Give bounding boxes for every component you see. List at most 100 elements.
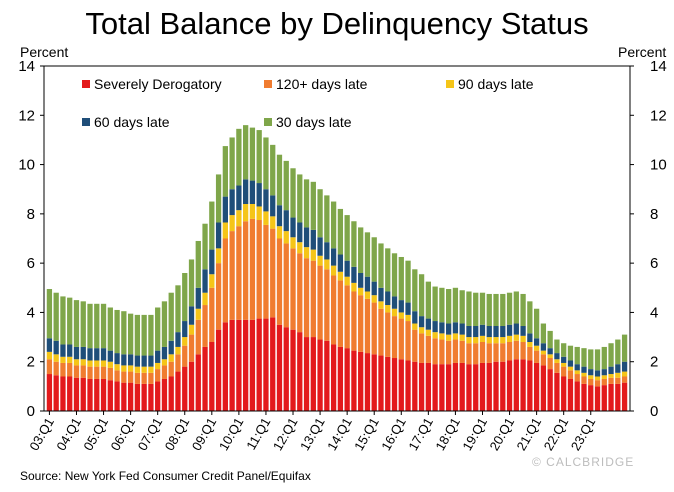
watermark: © CALCBRIDGE [532,455,634,469]
bar-120-days-late-44 [344,285,350,349]
bar-30-days-late-6 [87,303,93,349]
bar-severely-derogatory-66 [493,361,499,411]
bar-severely-derogatory-76 [561,376,567,411]
bar-severely-derogatory-37 [297,332,303,411]
bar-120-days-late-61 [459,340,465,363]
bar-120-days-late-3 [67,362,73,377]
bar-90-days-late-85 [621,371,628,377]
bar-30-days-late-27 [229,137,235,190]
bar-30-days-late-81 [594,349,601,371]
bar-30-days-late-11 [121,311,127,355]
bar-severely-derogatory-54 [412,361,418,411]
bar-120-days-late-56 [425,335,431,363]
bar-severely-derogatory-53 [405,360,411,411]
bar-120-days-late-48 [371,302,377,355]
bar-30-days-late-69 [513,291,519,324]
bar-60-days-late-55 [418,316,425,328]
bar-30-days-late-51 [391,253,398,297]
bar-30-days-late-64 [479,292,486,325]
bar-60-days-late-36 [290,217,296,238]
bar-60-days-late-33 [270,195,276,217]
bar-90-days-late-68 [506,335,513,342]
bar-120-days-late-2 [60,362,66,377]
bar-90-days-late-70 [520,335,526,342]
bar-60-days-late-65 [486,325,492,338]
bar-90-days-late-43 [337,271,344,281]
bar-30-days-late-18 [168,292,174,341]
bar-120-days-late-81 [594,380,601,387]
bar-120-days-late-8 [100,366,107,379]
bar-60-days-late-81 [594,370,601,377]
bar-60-days-late-13 [134,355,141,367]
bar-60-days-late-10 [114,353,120,365]
bar-90-days-late-75 [554,359,560,363]
bar-90-days-late-27 [229,215,235,232]
bar-60-days-late-76 [561,356,567,363]
bar-severely-derogatory-50 [385,356,391,411]
bar-90-days-late-69 [513,334,519,341]
bar-120-days-late-54 [412,329,418,362]
bar-30-days-late-22 [195,240,201,288]
bar-90-days-late-54 [412,323,418,330]
bar-severely-derogatory-31 [256,318,262,411]
bar-60-days-late-53 [405,302,411,315]
bar-30-days-late-76 [561,343,567,357]
bar-30-days-late-62 [466,291,472,326]
bar-60-days-late-15 [148,355,154,367]
bar-60-days-late-73 [540,343,547,351]
y-axis-left: 0 2 4 6 8 10 12 14 [18,58,44,420]
bar-severely-derogatory-16 [155,381,161,411]
bar-120-days-late-68 [506,342,513,361]
bar-30-days-late-59 [446,289,452,324]
bar-severely-derogatory-3 [67,376,73,411]
bar-120-days-late-20 [182,345,188,367]
bar-60-days-late-49 [378,287,384,302]
bar-30-days-late-26 [222,146,228,197]
bar-90-days-late-41 [324,259,330,270]
bar-120-days-late-19 [175,354,181,372]
bar-severely-derogatory-6 [87,378,93,411]
bar-90-days-late-55 [418,327,425,334]
legend-label: 60 days late [94,114,170,130]
bar-severely-derogatory-83 [608,383,614,411]
bar-60-days-late-26 [222,196,228,223]
bar-90-days-late-78 [574,370,580,375]
bar-120-days-late-31 [256,220,262,319]
bar-90-days-late-51 [391,308,398,317]
bar-120-days-late-50 [385,312,391,357]
x-tick-label: 22:Q1 [541,415,572,453]
bar-severely-derogatory-58 [439,364,445,411]
bar-120-days-late-21 [188,334,195,362]
bar-60-days-late-16 [155,350,161,363]
bar-90-days-late-48 [371,295,377,303]
bar-120-days-late-65 [486,343,492,363]
bar-120-days-late-16 [155,369,161,382]
bar-severely-derogatory-62 [466,364,472,411]
bar-120-days-late-73 [540,354,547,366]
bar-90-days-late-45 [351,282,357,292]
legend-swatch [446,80,454,88]
bar-90-days-late-72 [533,345,540,351]
bar-severely-derogatory-0 [46,374,53,411]
bar-severely-derogatory-9 [107,380,113,411]
x-tick-label: 23:Q1 [568,415,599,453]
bar-severely-derogatory-82 [601,385,607,412]
legend-label: 120+ days late [276,76,368,92]
bar-60-days-late-64 [479,324,486,336]
bar-120-days-late-34 [276,238,283,325]
bar-90-days-late-53 [405,314,411,322]
bar-severely-derogatory-51 [391,358,398,411]
y-tick-label-right: 14 [650,58,667,75]
bar-120-days-late-45 [351,291,357,351]
bar-90-days-late-73 [540,350,547,355]
y-tick-label-left: 4 [27,304,35,321]
bar-30-days-late-56 [425,281,431,319]
bar-60-days-late-24 [209,249,215,275]
bar-90-days-late-67 [500,337,506,344]
bar-60-days-late-77 [567,360,574,367]
bar-30-days-late-74 [547,330,553,349]
bar-120-days-late-85 [621,376,628,383]
bar-90-days-late-71 [527,342,533,347]
y-tick-label-left: 14 [18,58,35,75]
bar-60-days-late-80 [588,369,594,376]
